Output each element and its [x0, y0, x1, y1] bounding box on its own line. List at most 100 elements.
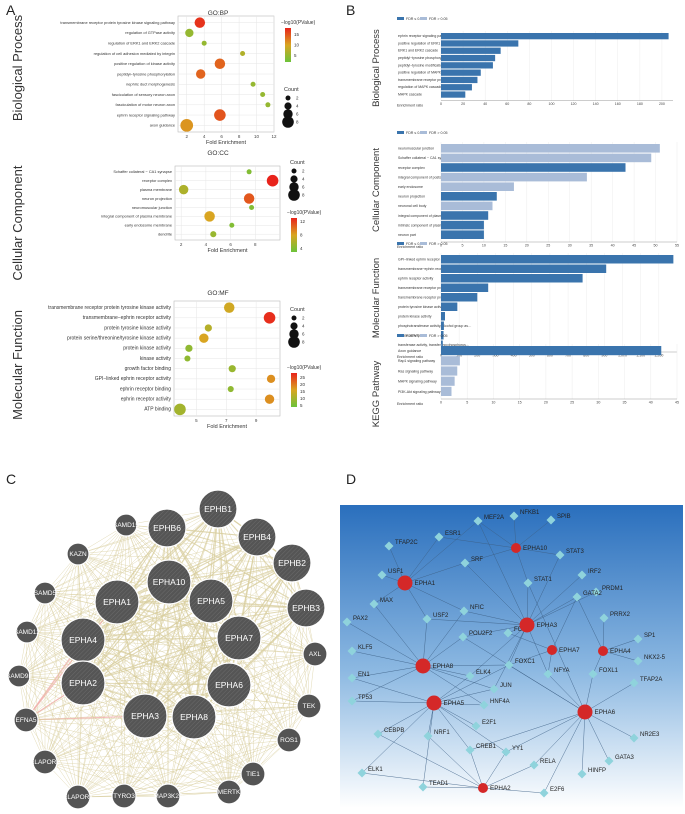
category-label: ephrin receptor activity [398, 277, 433, 281]
tf-node [423, 731, 433, 741]
category-label: ephrin receptor activity [121, 397, 172, 403]
category-label: regulation of ERK1 and ERK2 cascade [108, 41, 175, 46]
network-edge [44, 761, 169, 797]
gene-node-label: EPHA6 [595, 709, 616, 716]
category-label: peptidyl−tyrosine phosphorylation [398, 56, 450, 60]
network-edge [18, 607, 307, 677]
category-label: transmembrane receptor protein tyrosi… [398, 286, 461, 290]
tf-node [377, 570, 387, 580]
plot-title: GO:MF [207, 290, 228, 297]
network-edge [26, 631, 46, 763]
tf-node-label: PRDM1 [602, 586, 624, 592]
category-label: neuromuscular junction [132, 205, 172, 210]
category-label: positive regulation of ERK1 and ERK2 cas… [398, 41, 471, 45]
x-tick-label: 60 [505, 102, 509, 106]
color-legend-title: −log10(PValue) [287, 210, 322, 216]
color-legend-bar [291, 218, 297, 252]
network-edge [581, 711, 586, 775]
data-point [229, 222, 235, 228]
network-edge [18, 675, 79, 798]
category-label: peptidyl−tyrosine modification [398, 63, 444, 67]
network-edge [77, 524, 127, 798]
tf-node [471, 721, 481, 731]
network-edge [125, 524, 195, 718]
legend-label: FDR > 0.05 [429, 17, 447, 21]
network-edge [168, 581, 307, 609]
section-label-b-mf: Molecular Function [371, 258, 382, 338]
category-label: ephrin receptor binding [120, 386, 171, 392]
network-edge [44, 592, 316, 655]
network-edge [533, 711, 586, 766]
network-edge [543, 711, 586, 794]
bp-bar-chart: FDR ≤ 0.05 FDR > 0.05 0 20 40 60 80 100 120 140 16… [397, 17, 673, 108]
tf-node-label: KLF5 [358, 645, 373, 651]
category-label: transmembrane receptor protein kinase ac… [398, 296, 470, 300]
data-point [180, 118, 194, 132]
gene-node-label: EPHA5 [444, 700, 465, 707]
network-node [111, 783, 137, 809]
gene-node [511, 543, 521, 553]
bar [441, 40, 519, 47]
network-node-label: KAZN [69, 551, 87, 558]
network-edge [469, 711, 586, 751]
x-tick-label: 2 [185, 134, 188, 139]
bar [441, 47, 501, 54]
data-point [174, 403, 186, 416]
network-edge [77, 705, 310, 798]
network-edge [463, 610, 528, 626]
category-label: protein tyrosine kinase activity [104, 325, 171, 331]
network-edge [123, 653, 316, 797]
category-label: GPI−linked ephrin receptor activity [95, 376, 172, 382]
tf-node-label: GATA3 [615, 755, 634, 761]
x-tick-label: 35 [589, 244, 593, 248]
category-label: transmembrane receptor protein tyrosine … [60, 20, 175, 25]
network-edge [228, 536, 258, 686]
network-edge [493, 624, 528, 690]
tf-node-label: RELA [540, 759, 556, 765]
gene-node-label: EPHA10 [523, 545, 548, 552]
x-axis-title: Fold Enrichment [207, 248, 248, 254]
data-point [195, 69, 206, 79]
tf-node [504, 660, 514, 670]
network-node [32, 749, 58, 775]
tf-node-label: SPIB [557, 514, 571, 520]
x-tick-label: 40 [649, 401, 653, 405]
color-legend-bar [285, 28, 291, 62]
category-label: protein kinase activity [123, 346, 171, 352]
color-legend-title: −log10(PValue) [281, 20, 316, 26]
bar [441, 356, 460, 366]
network-edge [144, 715, 290, 741]
network-edge [422, 665, 495, 690]
size-legend-label: 6 [302, 332, 305, 337]
network-edge [44, 553, 79, 763]
bar [441, 172, 587, 182]
category-label: neuronal cell body [398, 204, 427, 208]
size-legend-dot [283, 109, 293, 119]
tf-node-label: TP53 [358, 695, 373, 701]
size-legend-title: Count [290, 160, 305, 166]
category-label: intrinsic component of plasma membrane [398, 223, 462, 227]
network-node [65, 784, 91, 810]
category-label: neuron projection [142, 196, 172, 201]
bar [441, 302, 458, 311]
data-point [185, 28, 194, 38]
tf-node-label: HNF4A [490, 699, 510, 705]
data-point [266, 174, 279, 187]
data-point [240, 50, 246, 56]
network-edge [26, 524, 127, 633]
data-point [178, 184, 189, 195]
network-node-label: SAMD5 [34, 590, 57, 597]
network-edge [526, 574, 583, 626]
network-node [216, 779, 242, 805]
x-tick-label: 100 [456, 354, 462, 358]
size-legend-label: 6 [302, 185, 305, 190]
network-edge [25, 637, 240, 721]
tf-node [489, 684, 499, 694]
network-node-label: EFNA5 [16, 717, 37, 724]
legend-swatch-significant [397, 17, 404, 20]
plot-area [174, 165, 281, 241]
category-label: plasma membrane [140, 187, 172, 192]
x-tick-label: 700 [565, 354, 571, 358]
tf-node [503, 628, 513, 638]
